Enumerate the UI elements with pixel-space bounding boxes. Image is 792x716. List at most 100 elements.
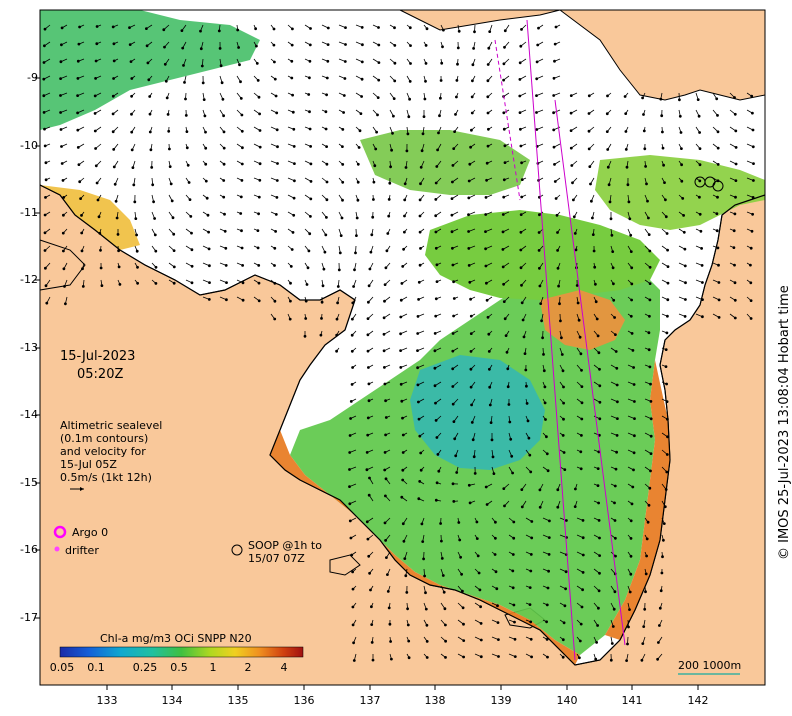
velocity-arrow-head [351,317,354,321]
velocity-arrow-head [128,26,131,30]
velocity-arrow-head [559,319,562,323]
velocity-arrow-head [701,298,704,302]
velocity-arrow-head [401,265,405,268]
velocity-arrow-head [661,130,664,134]
velocity-arrow-head [416,315,420,318]
lat-tick: -12 [20,273,38,286]
velocity-arrow-head [288,317,292,321]
velocity-arrow-head [629,314,633,318]
velocity-arrow-head [494,536,497,540]
velocity-arrow-head [487,350,491,353]
velocity-arrow-head [615,450,618,454]
velocity-arrow-head [542,353,545,356]
velocity-arrow-head [629,233,633,237]
velocity-arrow-head [520,488,524,492]
velocity-arrow-head [400,495,404,499]
velocity-arrow-head [649,400,653,403]
velocity-arrow-head [167,129,171,133]
velocity-arrow-head [276,145,279,149]
lon-tick: 136 [293,694,315,707]
velocity-arrow-head [598,571,601,575]
velocity-arrow-head [494,520,497,524]
velocity-arrow-head [370,641,374,644]
velocity-arrow-head [76,146,80,149]
velocity-arrow-head [135,249,139,253]
velocity-arrow-head [616,400,619,404]
velocity-arrow-head [479,655,483,659]
velocity-arrow-head [241,281,245,285]
velocity-arrow-head [435,263,439,267]
velocity-arrow-head [664,215,668,219]
velocity-arrow-head [132,183,136,187]
velocity-arrow-head [579,450,583,454]
velocity-arrow-head [468,501,472,505]
velocity-arrow-head [425,623,429,627]
velocity-arrow-head [678,98,681,102]
velocity-arrow-head [384,266,388,270]
velocity-arrow-head [444,656,447,659]
velocity-arrow-head [434,419,438,422]
velocity-arrow-head [336,301,340,305]
velocity-arrow-head [624,148,628,151]
velocity-arrow-head [749,281,753,285]
velocity-arrow-head [419,451,423,455]
velocity-arrow-head [417,280,421,284]
velocity-arrow-head [752,179,755,182]
velocity-arrow-head [577,318,581,322]
velocity-arrow-head [569,129,573,133]
velocity-arrow-head [377,61,381,64]
velocity-arrow-head [732,229,736,233]
velocity-arrow-head [581,588,584,592]
velocity-arrow-head [511,569,515,573]
velocity-arrow-head [484,213,488,216]
velocity-arrow-head [457,521,461,524]
colorbar-title: Chl-a mg/m3 OCi SNPP N20 [100,632,252,645]
velocity-arrow-head [399,332,403,336]
velocity-arrow-head [580,368,583,372]
velocity-arrow-head [340,216,344,220]
velocity-arrow-head [467,230,471,233]
velocity-arrow-head [99,266,103,270]
velocity-arrow-head [392,97,396,100]
velocity-arrow-head [717,298,721,302]
velocity-arrow-head [404,166,408,169]
lon-tick: 142 [687,694,709,707]
velocity-arrow-head [308,127,312,131]
velocity-arrow-head [558,302,561,306]
velocity-arrow-head [502,78,506,82]
velocity-arrow-head [434,198,438,201]
velocity-arrow-head [645,182,648,186]
velocity-arrow-head [130,148,134,152]
velocity-arrow-head [341,163,345,166]
velocity-arrow-head [94,59,98,63]
velocity-arrow-head [552,94,556,97]
velocity-arrow-head [60,26,64,30]
velocity-arrow-head [541,336,544,340]
velocity-arrow-head [538,266,541,270]
velocity-arrow-head [339,234,343,238]
velocity-arrow-head [734,195,737,199]
velocity-arrow-head [681,197,685,200]
velocity-arrow-head [62,196,66,199]
legend-line: 15-Jul 05Z [60,458,117,471]
velocity-arrow-head [425,640,429,643]
velocity-arrow-head [554,197,558,200]
velocity-arrow-head [423,574,427,578]
velocity-arrow-head [79,197,82,201]
velocity-arrow-head [749,317,753,320]
velocity-arrow-head [606,165,610,169]
velocity-arrow-head [642,129,646,133]
velocity-arrow-head [452,280,456,284]
velocity-arrow-head [383,366,386,369]
velocity-arrow-head [553,59,556,63]
velocity-arrow-head [421,540,425,543]
velocity-arrow-head [436,453,440,456]
velocity-arrow-head [434,230,438,234]
velocity-arrow-head [484,230,487,234]
velocity-arrow-head [646,520,650,524]
velocity-arrow-head [581,519,585,522]
velocity-arrow-head [545,638,549,641]
velocity-arrow-head [292,213,296,217]
velocity-arrow-head [561,638,565,642]
velocity-arrow-head [335,317,339,321]
